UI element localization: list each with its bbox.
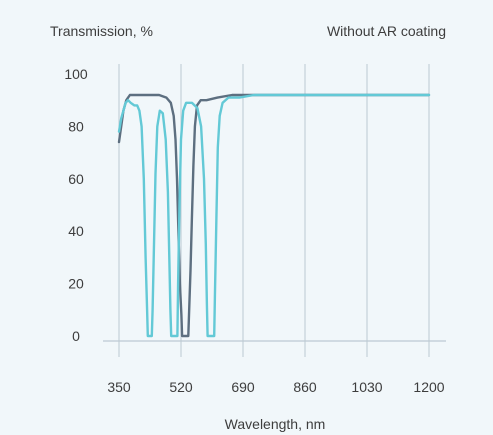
x-axis-title: Wavelength, nm bbox=[225, 416, 326, 432]
x-tick-label: 1200 bbox=[413, 379, 444, 395]
y-axis-title: Transmission, % bbox=[50, 23, 153, 39]
x-tick-label: 690 bbox=[231, 379, 255, 395]
x-tick-label: 520 bbox=[169, 379, 193, 395]
x-tick-label: 860 bbox=[293, 379, 317, 395]
series-line-light bbox=[117, 93, 431, 338]
series-line-dark bbox=[117, 93, 431, 338]
x-tick-label: 350 bbox=[107, 379, 131, 395]
y-tick-label: 60 bbox=[68, 171, 84, 187]
grid-lines bbox=[118, 64, 430, 357]
series-lines bbox=[117, 93, 431, 338]
tick-labels: 0 20 40 60 80 100 350 520 690 860 1030 1200 bbox=[64, 66, 444, 395]
y-tick-label: 0 bbox=[72, 328, 80, 344]
y-tick-label: 100 bbox=[64, 66, 88, 82]
y-tick-label: 40 bbox=[68, 223, 84, 239]
y-tick-label: 80 bbox=[68, 118, 84, 134]
chart-annotation: Without AR coating bbox=[327, 23, 446, 39]
x-tick-label: 1030 bbox=[351, 379, 382, 395]
y-tick-label: 20 bbox=[68, 276, 84, 292]
